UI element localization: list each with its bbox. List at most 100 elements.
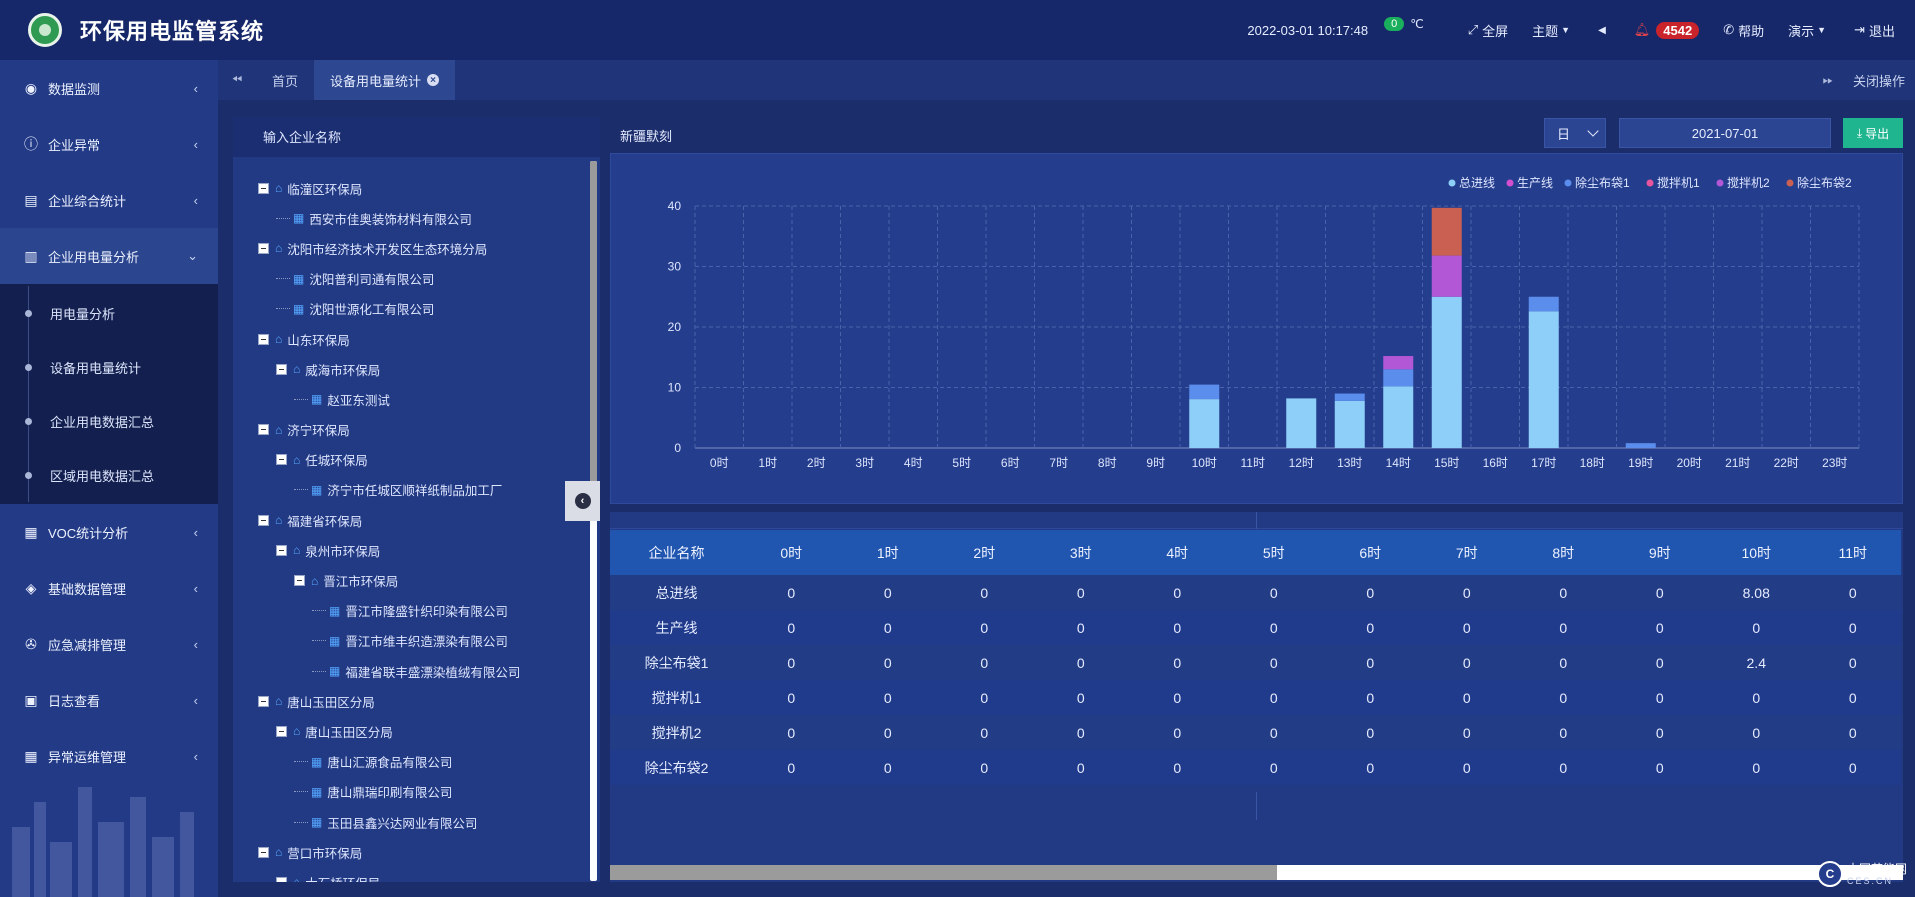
tree-node[interactable]: ⌂ 临潼区环保局 [233, 173, 588, 203]
tree-collapse-toggle[interactable] [276, 544, 287, 556]
tree-collapse-toggle[interactable] [276, 876, 287, 882]
tree-collapse-toggle[interactable] [258, 242, 269, 254]
tree-collapse-toggle[interactable] [258, 182, 269, 194]
bar-segment[interactable] [1189, 399, 1220, 448]
tree-node[interactable]: ▦ 唐山鼎瑞印刷有限公司 [233, 777, 588, 807]
table-horizontal-scrollbar[interactable] [610, 865, 1903, 880]
tree-collapse-toggle[interactable] [258, 424, 269, 436]
bar-segment[interactable] [1431, 296, 1462, 448]
export-button[interactable]: ⤓ 导出 [1843, 118, 1903, 148]
sidebar-item-data-monitor[interactable]: ◉ 数据监测 ‹ [0, 60, 218, 116]
table-header-cell[interactable]: 9时 [1611, 530, 1708, 575]
sidebar-item-enterprise-stats[interactable]: ▤ 企业综合统计 ‹ [0, 172, 218, 228]
alerts-button[interactable]: 🔔︎ 4542 [1634, 21, 1700, 39]
sidebar-item-power-analysis[interactable]: ▥ 企业用电量分析 ⌄ [0, 228, 218, 284]
date-input[interactable] [1619, 118, 1831, 148]
tree-node[interactable]: ▦ 晋江市隆盛针织印染有限公司 [233, 596, 588, 626]
legend-label[interactable]: 总进线 [1459, 176, 1495, 190]
sidebar-subitem-power-usage[interactable]: 用电量分析 [0, 286, 218, 340]
tree-collapse-toggle[interactable] [276, 725, 287, 737]
tree-node[interactable]: ⌂ 唐山玉田区分局 [233, 716, 588, 746]
tree-node[interactable]: ⌂ 晋江市环保局 [233, 565, 588, 595]
bar-segment[interactable] [1625, 443, 1656, 448]
tree-node[interactable]: ⌂ 福建省环保局 [233, 505, 588, 535]
bar-segment[interactable] [1383, 356, 1414, 370]
tree-node[interactable]: ▦ 沈阳普利司通有限公司 [233, 264, 588, 294]
legend-label[interactable]: 生产线 [1517, 176, 1553, 190]
bar-segment[interactable] [1334, 400, 1365, 448]
tree-collapse-toggle[interactable] [258, 333, 269, 345]
tree-node[interactable]: ▦ 福建省联丰盛漂染植绒有限公司 [233, 656, 588, 686]
sidebar-item-voc[interactable]: ▦ VOC统计分析 ‹ [0, 504, 218, 560]
table-header-cell[interactable]: 企业名称 [610, 530, 743, 575]
bar-segment[interactable] [1286, 398, 1317, 448]
legend-label[interactable]: 搅拌机1 [1657, 175, 1700, 190]
period-select[interactable]: 日 [1544, 118, 1606, 148]
tab-device-power-stats[interactable]: 设备用电量统计 × [314, 60, 456, 100]
help-button[interactable]: ✆ 帮助 [1723, 22, 1765, 39]
sidebar-item-base-data[interactable]: ◈ 基础数据管理 ‹ [0, 560, 218, 616]
tree-node[interactable]: ▦ 唐山汇源食品有限公司 [233, 747, 588, 777]
theme-dropdown[interactable]: 主题 ▼ [1532, 23, 1571, 39]
close-operations-button[interactable]: 关闭操作 [1852, 73, 1905, 89]
legend-label[interactable]: 除尘布袋1 [1575, 175, 1630, 190]
table-header-cell[interactable]: 7时 [1418, 530, 1515, 575]
tree-collapse-toggle[interactable] [258, 695, 269, 707]
tab-close-icon[interactable]: × [427, 74, 440, 86]
tree-node[interactable]: ⌂ 山东环保局 [233, 324, 588, 354]
bar-segment[interactable] [1431, 255, 1462, 297]
tree-node[interactable]: ▦ 玉田县鑫兴达网业有限公司 [233, 807, 588, 837]
bar-segment[interactable] [1528, 311, 1559, 448]
demo-dropdown[interactable]: 演示 ▼ [1788, 23, 1827, 39]
table-header-cell[interactable]: 8时 [1515, 530, 1612, 575]
table-header-cell[interactable]: 2时 [936, 530, 1033, 575]
tree-node[interactable]: ▦ 西安市佳奥装饰材料有限公司 [233, 203, 588, 233]
bar-segment[interactable] [1189, 384, 1220, 400]
sidebar-item-enterprise-anomaly[interactable]: ⓘ 企业异常 ‹ [24, 136, 198, 153]
tabs-scroll-right-button[interactable]: ⏩︎ [1813, 72, 1843, 88]
bar-segment[interactable] [1334, 393, 1365, 401]
tree-collapse-toggle[interactable] [276, 363, 287, 375]
table-header-cell[interactable]: 0时 [743, 530, 840, 575]
tree-collapse-toggle[interactable] [258, 514, 269, 526]
prev-arrow-button[interactable]: ◀ [1598, 25, 1610, 36]
table-header-cell[interactable]: 1时 [839, 530, 936, 575]
tree-node[interactable]: ⌂ 任城环保局 [233, 445, 588, 475]
tree-node[interactable]: ⌂ 大石桥环保局 [233, 867, 588, 882]
tree-node[interactable]: ⌂ 泉州市环保局 [233, 535, 588, 565]
tree-node[interactable]: ⌂ 唐山玉田区分局 [233, 686, 588, 716]
tree-scrollbar[interactable] [590, 161, 597, 881]
bar-segment[interactable] [1431, 207, 1462, 256]
table-header-cell[interactable]: 6时 [1322, 530, 1419, 575]
table-header-cell[interactable]: 3时 [1032, 530, 1129, 575]
tab-home[interactable]: 首页 [272, 73, 299, 89]
bar-segment[interactable] [1383, 386, 1414, 448]
bar-segment[interactable] [1528, 296, 1559, 312]
legend-label[interactable]: 除尘布袋2 [1797, 175, 1852, 190]
legend-label[interactable]: 搅拌机2 [1727, 175, 1770, 190]
table-header-cell[interactable]: 4时 [1129, 530, 1226, 575]
tree-node[interactable]: ⌂ 济宁环保局 [233, 415, 588, 445]
table-scrollbar-thumb[interactable] [610, 865, 1277, 880]
tabs-scroll-left-button[interactable]: ⏪︎ [218, 72, 256, 88]
tree-node[interactable]: ⌂ 威海市环保局 [233, 354, 588, 384]
sidebar-subitem-region-summary[interactable]: 区域用电数据汇总 [0, 448, 218, 502]
sidebar-item-logs[interactable]: ▣ 日志查看 ‹ [0, 672, 218, 728]
fullscreen-button[interactable]: ⤢ 全屏 [1467, 22, 1509, 39]
bar-segment[interactable] [1383, 369, 1414, 387]
tree-node[interactable]: ▦ 济宁市任城区顺祥纸制品加工厂 [233, 475, 588, 505]
tree-node[interactable]: ▦ 晋江市维丰织造漂染有限公司 [233, 626, 588, 656]
tree-node[interactable]: ⌂ 沈阳市经济技术开发区生态环境分局 [233, 233, 588, 263]
sidebar-item-emergency[interactable]: ✇ 应急减排管理 ‹ [0, 616, 218, 672]
sidebar-subitem-enterprise-summary[interactable]: 企业用电数据汇总 [0, 394, 218, 448]
tree-node[interactable]: ▦ 沈阳世源化工有限公司 [233, 294, 588, 324]
tree-node[interactable]: ▦ 赵亚东测试 [233, 384, 588, 414]
table-header-cell[interactable]: 11时 [1804, 530, 1901, 575]
table-header-cell[interactable]: 10时 [1708, 530, 1805, 575]
enterprise-search-input[interactable] [233, 117, 600, 157]
table-header-cell[interactable]: 5时 [1225, 530, 1322, 575]
tree-collapse-toggle[interactable] [258, 846, 269, 858]
tree-collapse-toggle[interactable] [276, 454, 287, 466]
tree-scrollbar-thumb[interactable] [590, 161, 597, 511]
collapse-tree-button[interactable]: ‹ [565, 481, 600, 521]
